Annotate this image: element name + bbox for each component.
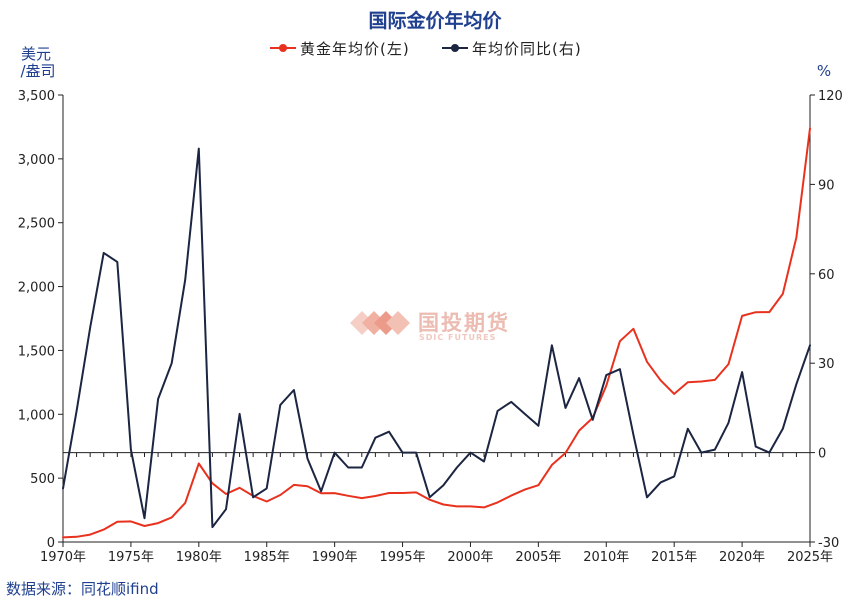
x-tick-label: 2015年 xyxy=(651,550,697,565)
watermark-name: 国投期货 xyxy=(418,311,510,335)
watermark-logo-icon xyxy=(350,311,410,335)
legend: 黄金年均价(左) 年均价同比(右) xyxy=(270,40,582,58)
left-tick-label: 1,000 xyxy=(18,408,55,423)
left-axis-ticks: 0 500 1,000 1,500 2,000 2,500 3,000 3,500 xyxy=(18,89,63,551)
x-tick-label: 1970年 xyxy=(40,550,86,565)
left-tick-label: 3,500 xyxy=(18,89,55,104)
x-tick-label: 2025年 xyxy=(787,550,833,565)
left-tick-label: 500 xyxy=(30,472,55,487)
legend-label-gold-price: 黄金年均价(左) xyxy=(300,40,410,58)
right-tick-label: 30 xyxy=(818,357,835,372)
series-layer xyxy=(62,127,811,539)
right-axis-unit: % xyxy=(817,62,831,80)
left-tick-label: 0 xyxy=(47,536,55,551)
right-tick-label: 60 xyxy=(818,268,835,283)
series-line-gold-price xyxy=(62,127,811,539)
x-tick-label: 1980年 xyxy=(176,550,222,565)
x-tick-label: 1995年 xyxy=(379,550,425,565)
x-tick-label: 2005年 xyxy=(515,550,561,565)
left-tick-label: 3,000 xyxy=(18,153,55,168)
x-tick-label: 2010年 xyxy=(583,550,629,565)
left-axis-unit-line1: 美元 xyxy=(21,45,51,63)
watermark-sub: SDIC FUTURES xyxy=(419,333,496,342)
left-axis-unit-line2: /盎司 xyxy=(20,62,55,80)
chart-title: 国际金价年均价 xyxy=(368,9,502,32)
right-axis-ticks: -30 0 30 60 90 120 xyxy=(810,89,843,551)
watermark: 国投期货 SDIC FUTURES xyxy=(350,311,510,342)
series-line-yoy xyxy=(62,147,811,529)
right-tick-label: -30 xyxy=(818,536,839,551)
right-tick-label: 0 xyxy=(818,447,826,462)
x-tick-label: 1990年 xyxy=(312,550,358,565)
left-tick-label: 1,500 xyxy=(18,344,55,359)
x-axis-ticks: 1970年 1975年 1980年 1985年 1990年 1995年 2000年 2005年… xyxy=(40,452,833,565)
legend-marker-yoy xyxy=(451,44,459,52)
left-tick-label: 2,000 xyxy=(18,281,55,296)
legend-label-yoy: 年均价同比(右) xyxy=(472,40,582,58)
x-tick-label: 2020年 xyxy=(719,550,765,565)
left-tick-label: 2,500 xyxy=(18,217,55,232)
source-note: 数据来源：同花顺ifind xyxy=(6,580,159,598)
right-tick-label: 90 xyxy=(818,178,835,193)
x-tick-label: 1975年 xyxy=(108,550,154,565)
x-tick-label: 2000年 xyxy=(447,550,493,565)
x-tick-label: 1985年 xyxy=(244,550,290,565)
right-tick-label: 120 xyxy=(818,89,843,104)
legend-marker-gold-price xyxy=(279,44,287,52)
